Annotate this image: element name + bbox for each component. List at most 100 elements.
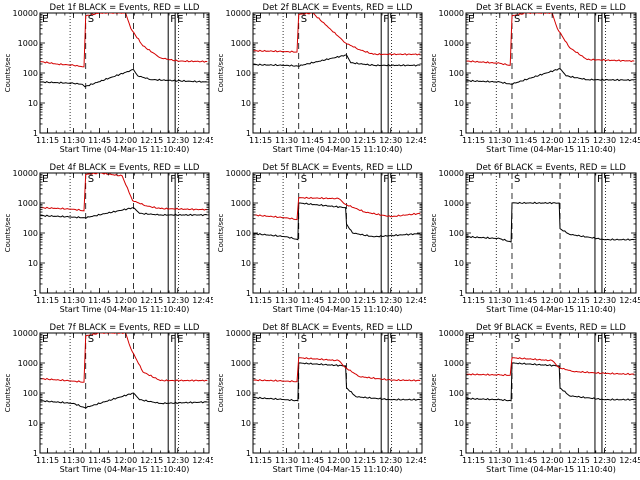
marker-label: S [88,14,94,25]
x-tick-label: 11:30 [62,456,85,465]
y-tick-label: 10000 [13,169,38,178]
x-tick-label: 12:00 [327,136,350,145]
lld-series-line [253,13,421,56]
marker-label: E [604,174,610,185]
marker-label: S [514,334,520,345]
x-tick-label: 12:30 [593,136,616,145]
plot-area [466,173,635,293]
y-tick-label: 100 [23,69,38,78]
marker-label: S [88,174,94,185]
x-axis-label: Start Time (04-Mar-15 11:10:40) [273,145,403,154]
x-tick-label: 12:00 [114,296,137,305]
marker-label: E [390,174,396,185]
marker-label: S [88,334,94,345]
plot-title: Det 6f BLACK = Events, RED = LLD [476,163,626,173]
plot-frame [39,332,210,454]
x-tick-label: 11:30 [488,136,511,145]
y-tick-label: 1 [459,449,464,458]
x-tick-label: 12:15 [567,136,590,145]
detector-plot-4: Det 4f BLACK = Events, RED = LLD 1 10 100 10… [4,163,213,314]
x-tick-label: 12:30 [166,136,189,145]
lld-series-line [253,357,421,383]
y-tick-label: 1000 [18,39,38,48]
y-tick-label: 1000 [444,359,464,368]
marker-label: S [301,174,307,185]
marker-label: E [42,334,48,345]
x-tick-label: 11:30 [275,456,298,465]
x-tick-label: 11:45 [301,296,324,305]
marker-label: F [170,334,176,345]
plot-frame [465,172,637,294]
y-tick-label: 10 [241,419,251,428]
x-tick-label: 11:45 [88,456,111,465]
x-tick-label: 11:30 [275,136,298,145]
x-tick-label: 11:15 [462,296,485,305]
y-axis-label: Counts/sec [430,374,438,413]
y-axis-label: Counts/sec [4,374,12,413]
y-tick-label: 10000 [226,169,251,178]
y-tick-label: 10000 [13,329,38,338]
x-tick-label: 11:30 [62,136,85,145]
plot-title: Det 4f BLACK = Events, RED = LLD [50,163,200,173]
y-tick-label: 10000 [439,329,464,338]
events-series-line [466,201,635,243]
y-tick-label: 1 [246,129,251,138]
lld-series-line [40,333,208,383]
y-tick-label: 10 [454,99,464,108]
x-tick-label: 12:45 [619,136,640,145]
x-tick-label: 11:15 [249,136,272,145]
x-tick-label: 11:30 [488,456,511,465]
x-axis-label: Start Time (04-Mar-15 11:10:40) [60,145,190,154]
marker-label: E [42,14,48,25]
x-tick-label: 11:15 [36,456,59,465]
x-axis-label: Start Time (04-Mar-15 11:10:40) [60,465,190,474]
detector-plot-9: Det 9f BLACK = Events, RED = LLD 1 10 100 10… [430,323,640,474]
x-tick-label: 12:30 [379,456,402,465]
plot-frame [465,332,637,454]
marker-label: F [170,174,176,185]
x-tick-label: 12:30 [166,296,189,305]
y-tick-label: 10000 [13,9,38,18]
marker-label: E [468,14,474,25]
marker-label: S [514,14,520,25]
events-series-line [40,392,208,409]
detector-plot-3: Det 3f BLACK = Events, RED = LLD 1 10 100 10… [430,3,640,154]
x-tick-label: 12:30 [166,456,189,465]
events-series-line [253,362,421,402]
plot-title: Det 8f BLACK = Events, RED = LLD [263,323,413,333]
y-tick-label: 1000 [231,199,251,208]
marker-label: F [597,14,603,25]
y-tick-label: 1 [246,289,251,298]
x-tick-label: 11:45 [514,456,537,465]
x-tick-label: 11:15 [36,296,59,305]
x-tick-label: 12:15 [140,136,163,145]
y-tick-label: 1 [33,449,38,458]
marker-label: F [383,14,389,25]
marker-label: E [177,174,183,185]
plot-area [40,173,208,293]
marker-label: F [383,334,389,345]
plot-title: Det 7f BLACK = Events, RED = LLD [50,323,200,333]
marker-label: E [390,14,396,25]
marker-label: S [514,174,520,185]
detector-plot-7: Det 7f BLACK = Events, RED = LLD 1 10 100 10… [4,323,213,474]
x-tick-label: 11:45 [301,136,324,145]
x-tick-label: 12:00 [114,456,137,465]
x-tick-label: 11:15 [462,456,485,465]
marker-label: E [468,174,474,185]
x-tick-label: 12:15 [140,456,163,465]
marker-label: E [604,334,610,345]
x-tick-label: 11:45 [514,136,537,145]
y-tick-label: 1000 [444,39,464,48]
marker-label: E [177,334,183,345]
x-tick-label: 12:45 [405,456,426,465]
x-tick-label: 12:00 [541,136,564,145]
y-tick-label: 1000 [18,199,38,208]
x-axis-label: Start Time (04-Mar-15 11:10:40) [60,305,190,314]
y-tick-label: 1 [33,129,38,138]
y-tick-label: 100 [449,229,464,238]
marker-label: E [255,174,261,185]
marker-label: E [255,334,261,345]
x-tick-label: 11:15 [36,136,59,145]
y-tick-label: 10 [241,259,251,268]
